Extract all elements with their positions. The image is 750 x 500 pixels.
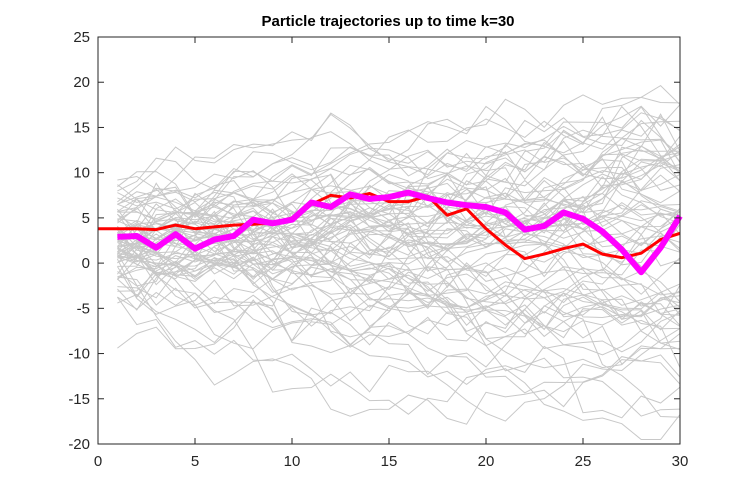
- particle-trajectory: [117, 241, 681, 376]
- x-tick-label: 0: [94, 453, 102, 470]
- particle-trajectory: [117, 168, 681, 266]
- particle-trajectory: [117, 299, 681, 394]
- particle-trajectory: [117, 254, 681, 356]
- y-axis-ticks: 25 20 15 10 5 0 -5 -10 -15 -20: [68, 29, 680, 453]
- particle-trajectory: [117, 244, 681, 354]
- particle-trajectory: [116, 160, 681, 291]
- x-tick-label: 10: [284, 453, 301, 470]
- particle-trajectory: [117, 105, 681, 192]
- x-tick-label: 20: [478, 453, 495, 470]
- y-tick-label: -5: [77, 300, 90, 317]
- y-tick-label: 10: [73, 165, 90, 182]
- particle-trajectory: [117, 208, 681, 267]
- particle-trajectory: [117, 210, 681, 365]
- particle-trajectory: [117, 116, 681, 278]
- particle-trajectory: [117, 186, 681, 247]
- particle-trajectory: [117, 291, 681, 440]
- particle-trajectory: [117, 222, 681, 319]
- x-tick-label: 5: [191, 453, 199, 470]
- particle-trajectory: [116, 261, 681, 327]
- particle-trajectory: [117, 214, 681, 305]
- true-trajectory-line: [98, 192, 681, 261]
- particle-trajectory: [117, 192, 681, 328]
- plot-area: 0 5 10 15 20 25 30 25 20 15 10 5 0 -5 -10 -15 -20: [68, 29, 688, 470]
- chart-title: Particle trajectories up to time k=30: [261, 13, 514, 30]
- particle-trajectory: [117, 227, 681, 316]
- highlighted-series: [98, 189, 683, 276]
- y-tick-label: 0: [82, 255, 90, 272]
- particle-trajectory: [117, 112, 681, 203]
- x-tick-label: 25: [575, 453, 592, 470]
- particle-trajectory: [116, 253, 681, 425]
- y-tick-label: 5: [82, 210, 90, 227]
- particle-trajectory: [117, 215, 681, 368]
- particle-trajectory: [117, 232, 681, 419]
- particle-trajectory: [117, 119, 681, 242]
- particle-trajectory: [117, 170, 681, 263]
- particle-trajectory: [117, 112, 681, 219]
- particle-trajectory: [117, 94, 681, 275]
- particle-trajectory: [117, 140, 681, 259]
- particle-trajectory: [117, 137, 681, 299]
- particle-trajectory: [117, 198, 681, 310]
- y-tick-label: -10: [68, 346, 90, 363]
- x-tick-label: 15: [381, 453, 398, 470]
- particle-trajectory: [116, 296, 681, 422]
- x-tick-label: 30: [672, 453, 689, 470]
- estimate-trajectory-line: [117, 189, 683, 276]
- y-tick-label: -15: [68, 391, 90, 408]
- particle-trajectory: [117, 233, 681, 344]
- particle-trajectory: [117, 229, 681, 353]
- y-tick-label: -20: [68, 436, 90, 453]
- particle-trajectory: [117, 166, 681, 258]
- particle-trajectory: [117, 226, 681, 346]
- x-axis-ticks: 0 5 10 15 20 25 30: [94, 37, 689, 470]
- y-tick-label: 25: [73, 29, 90, 46]
- y-tick-label: 15: [73, 119, 90, 136]
- y-tick-label: 20: [73, 74, 90, 91]
- particle-trajectory: [117, 270, 681, 348]
